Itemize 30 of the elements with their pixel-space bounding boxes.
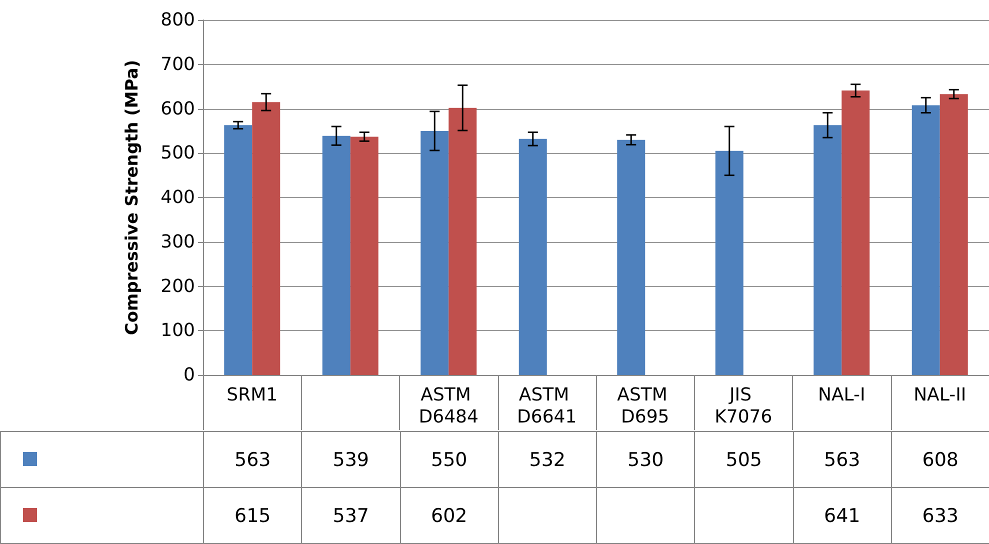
x-tick-label: ASTM D6484 xyxy=(418,384,478,428)
y-tick-label: 100 xyxy=(160,320,195,342)
y-axis-title: Compressive Strength (MPa) xyxy=(122,60,142,336)
data-label: 633 xyxy=(891,488,989,544)
x-tick-label: ASTM D6641 xyxy=(517,384,577,428)
x-tick-label: JIS K7076 xyxy=(714,384,772,428)
y-tick-label: 300 xyxy=(160,231,195,252)
y-tick-label: 200 xyxy=(160,276,195,297)
data-label: 602 xyxy=(400,488,498,544)
y-tick-label: 600 xyxy=(160,98,195,120)
data-label: 537 xyxy=(302,488,400,544)
data-label: 563 xyxy=(204,432,302,488)
data-label: 641 xyxy=(793,488,892,544)
data-label: 608 xyxy=(891,432,989,488)
data-label: 550 xyxy=(400,432,498,488)
x-tick-label: NAL-I xyxy=(818,384,866,406)
data-label: 505 xyxy=(694,432,793,488)
data-label: 539 xyxy=(302,432,400,488)
data-label: 563 xyxy=(793,432,892,488)
x-tick-label: SRM1 xyxy=(226,384,278,406)
y-tick-label: 400 xyxy=(160,187,195,208)
y-tick-label: 700 xyxy=(160,54,195,75)
y-tick-label: 800 xyxy=(160,10,195,30)
data-label: 615 xyxy=(204,488,302,544)
y-tick-label: 0 xyxy=(184,364,195,386)
x-tick-label: NAL-II xyxy=(914,384,966,406)
y-tick-label: 500 xyxy=(160,142,195,164)
x-tick-label: ASTM D695 xyxy=(617,384,674,428)
data-label: 532 xyxy=(498,432,596,488)
data-label: 530 xyxy=(596,432,695,488)
